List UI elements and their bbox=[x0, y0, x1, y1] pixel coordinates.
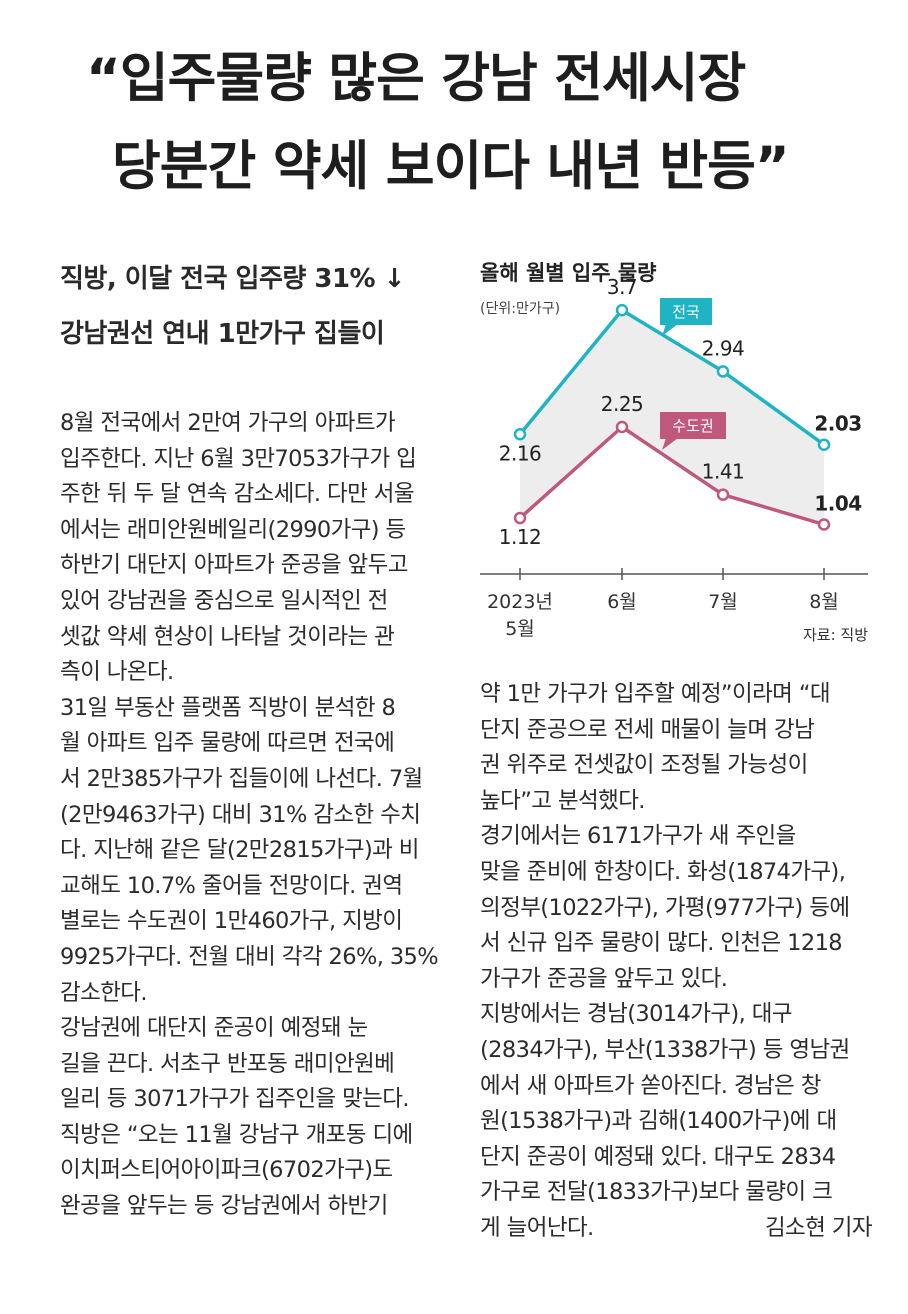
reporter-byline: 김소현 기자 bbox=[764, 1214, 873, 1241]
legend-label: 전국 bbox=[672, 303, 700, 321]
body-text-line: 원(1538가구)과 김해(1400가구)에 대 bbox=[480, 1108, 837, 1135]
series-line-national bbox=[518, 308, 826, 447]
subheadline-line-2: 강남권선 연내 1만가구 집들이 bbox=[60, 319, 385, 349]
body-text-line: 9925가구다. 전월 대비 각각 26%, 35% bbox=[60, 943, 439, 970]
data-label: 2.16 bbox=[499, 441, 542, 465]
body-text-line: 길을 끈다. 서초구 반포동 래미안원베 bbox=[60, 1050, 395, 1077]
body-text-line: 단지 준공이 예정돼 있다. 대구도 2834 bbox=[480, 1143, 836, 1170]
body-text-line: 지방에서는 경남(3014가구), 대구 bbox=[480, 1001, 793, 1028]
data-point bbox=[817, 438, 831, 451]
data-label: 3.7 bbox=[607, 275, 637, 299]
data-point bbox=[513, 428, 527, 441]
body-text-line: (2834가구), 부산(1338가구) 등 영남권 bbox=[480, 1036, 850, 1063]
body-text-line: 8월 전국에서 2만여 가구의 아파트가 bbox=[60, 410, 396, 436]
data-label: 2.94 bbox=[702, 336, 745, 360]
headline-line-1: “입주물량 많은 강남 전세시장 bbox=[86, 48, 746, 109]
body-text-line: 게 늘어난다. 김소현 기자 bbox=[480, 1211, 873, 1247]
legend-badge-pointer bbox=[662, 324, 678, 336]
legend-badge-pointer bbox=[662, 438, 678, 450]
body-text-line: 셋값 약세 현상이 나타날 것이라는 관 bbox=[60, 623, 395, 650]
data-point bbox=[513, 511, 527, 525]
body-text-line: 서 2만385가구가 집들이에 나선다. 7월 bbox=[60, 765, 423, 792]
body-text-line: 완공을 앞두는 등 강남권에서 하반기 bbox=[60, 1193, 388, 1220]
body-text-line: 에서는 래미안원베일리(2990가구) 등 bbox=[60, 516, 406, 543]
series-line-capital-area bbox=[518, 425, 825, 527]
body-text-line: 경기에서는 6171가구가 새 주인을 bbox=[480, 823, 796, 850]
body-text-line: 일리 등 3071가구가 집주인을 맞는다. bbox=[60, 1086, 410, 1113]
data-point bbox=[716, 365, 730, 378]
body-text-line: 강남권에 대단지 준공이 예정돼 눈 bbox=[60, 1015, 368, 1042]
data-label: 1.04 bbox=[814, 491, 861, 515]
body-text-line: 가구가 준공을 앞두고 있다. bbox=[480, 965, 728, 992]
data-label: 1.12 bbox=[499, 525, 542, 549]
body-text-line: 서 신규 입주 물량이 많다. 인천은 1218 bbox=[480, 930, 843, 957]
data-label: 2.25 bbox=[601, 392, 644, 416]
body-text-line: 이치퍼스티어아이파크(6702가구)도 bbox=[60, 1157, 393, 1184]
subheadline-line-1: 직방, 이달 전국 입주량 31% ↓ bbox=[60, 264, 405, 294]
body-text-line: 약 1만 가구가 입주할 예정”이라며 “대 bbox=[480, 681, 831, 707]
body-text-line: 입주한다. 지난 6월 3만7053가구가 입 bbox=[60, 445, 417, 472]
x-tick-label: 7월 bbox=[708, 591, 738, 613]
data-point bbox=[615, 420, 629, 434]
body-text-line: 하반기 대단지 아파트가 준공을 앞두고 bbox=[60, 552, 408, 579]
body-text-line: 높다”고 분석했다. bbox=[480, 787, 645, 814]
body-text-line: (2만9463가구) 대비 31% 감소한 수치 bbox=[60, 801, 421, 828]
legend-label: 수도권 bbox=[672, 417, 713, 435]
legend-badge bbox=[660, 298, 712, 325]
body-text-line: 31일 부동산 플랫폼 직방이 분석한 8 bbox=[60, 694, 396, 721]
x-tick-label: 2023년 bbox=[487, 591, 553, 613]
body-text-line: 별로는 수도권이 1만460가구, 지방이 bbox=[60, 908, 403, 935]
body-text-line: 월 아파트 입주 물량에 따르면 전국에 bbox=[60, 730, 395, 757]
chart-source: 자료: 직방 bbox=[803, 626, 868, 644]
body-text-line: 측이 나온다. bbox=[60, 659, 174, 686]
x-tick-label: 8월 bbox=[809, 591, 839, 613]
headline-line-2: 당분간 약세 보이다 내년 반등” bbox=[112, 136, 790, 197]
data-label: 2.03 bbox=[814, 412, 861, 436]
x-tick-label: 6월 bbox=[607, 591, 637, 613]
body-text-line: 있어 강남권을 중심으로 일시적인 전 bbox=[60, 587, 388, 614]
body-text-line: 다. 지난해 같은 달(2만2815가구)과 비 bbox=[60, 837, 420, 864]
legend-badge bbox=[660, 412, 726, 439]
data-point bbox=[817, 518, 831, 531]
body-text-line: 단지 준공으로 전세 매물이 늘며 강남 bbox=[480, 716, 815, 743]
data-label: 1.41 bbox=[702, 460, 745, 484]
body-text-line: 주한 뒤 두 달 연속 감소세다. 다만 서울 bbox=[60, 481, 415, 508]
body-text-line: 의정부(1022가구), 가평(977가구) 등에 bbox=[480, 894, 850, 921]
body-text-line: 교해도 10.7% 줄어들 전망이다. 권역 bbox=[60, 872, 403, 899]
body-text-line: 가구로 전달(1833가구)보다 물량이 크 bbox=[480, 1179, 833, 1206]
body-text-line: 감소한다. bbox=[60, 979, 148, 1006]
body-text-line: 직방은 “오는 11월 강남구 개포동 디에 bbox=[60, 1121, 413, 1148]
body-text-line: 맞을 준비에 한창이다. 화성(1874가구), bbox=[480, 858, 846, 885]
chart-unit-label: (단위:만가구) bbox=[480, 301, 560, 317]
x-tick-label: 5월 bbox=[505, 618, 535, 640]
data-point bbox=[615, 303, 629, 317]
chart-title: 올해 월별 입주 물량 bbox=[480, 261, 657, 285]
body-text-line: 에서 새 아파트가 쏟아진다. 경남은 창 bbox=[480, 1072, 821, 1099]
data-point bbox=[716, 488, 730, 501]
body-text-line: 권 위주로 전셋값이 조정될 가능성이 bbox=[480, 752, 808, 779]
